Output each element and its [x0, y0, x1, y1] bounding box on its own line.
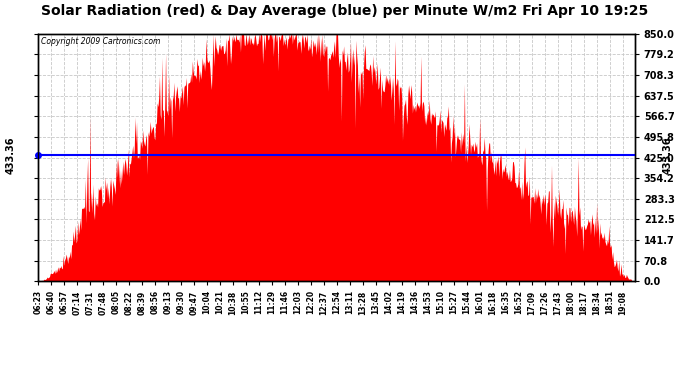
Text: 433.36: 433.36	[6, 136, 16, 174]
Text: 433.36: 433.36	[662, 136, 673, 174]
Text: Copyright 2009 Cartronics.com: Copyright 2009 Cartronics.com	[41, 38, 160, 46]
Text: Solar Radiation (red) & Day Average (blue) per Minute W/m2 Fri Apr 10 19:25: Solar Radiation (red) & Day Average (blu…	[41, 4, 649, 18]
